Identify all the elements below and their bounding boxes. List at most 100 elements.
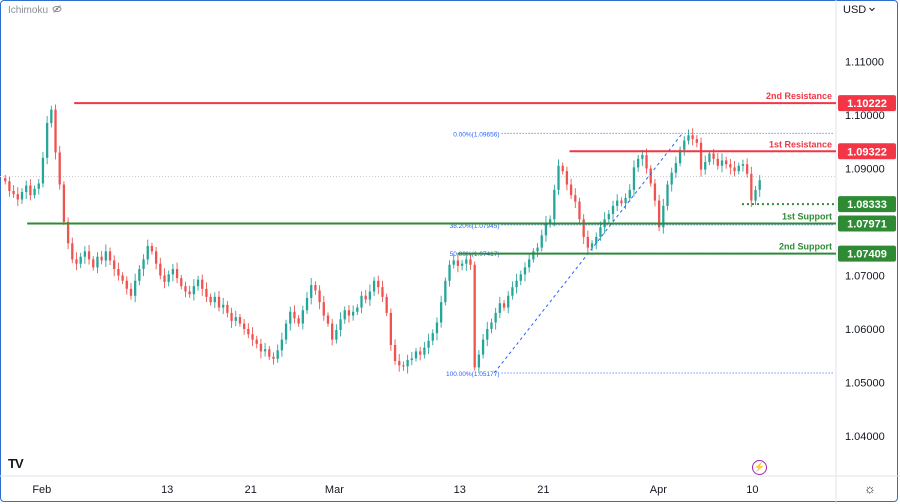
candle-body (444, 280, 447, 303)
candle-body (121, 275, 124, 281)
candle-body (402, 365, 405, 367)
candle-body (452, 260, 455, 265)
candle-body (41, 157, 45, 184)
x-tick-label: 13 (454, 484, 466, 496)
candle-body (16, 194, 19, 200)
candle-body (456, 260, 460, 266)
candle-body (737, 165, 740, 172)
candle-body (704, 162, 707, 170)
candle-body (66, 221, 70, 244)
price-badge-label: 1.09322 (847, 146, 887, 158)
currency-label: USD (843, 4, 867, 16)
candle-body (138, 269, 141, 281)
candle-body (427, 340, 430, 348)
candle-body (167, 274, 170, 282)
candle-body (515, 280, 518, 288)
candle-body (519, 274, 522, 281)
candle-body (465, 259, 468, 264)
y-tick-label: 1.04000 (845, 431, 885, 443)
candle-body (351, 311, 355, 316)
candle-body (683, 140, 686, 150)
candle-body (481, 339, 485, 355)
candle-body (113, 260, 116, 270)
candle-body (276, 350, 279, 359)
candle-body (439, 302, 443, 323)
candle-body (620, 200, 623, 204)
candle-body (389, 312, 393, 345)
candle-body (335, 329, 338, 340)
candle-body (159, 263, 162, 276)
lightning-icon[interactable]: ⚡ (752, 460, 767, 475)
candle-body (662, 205, 665, 228)
currency-selector[interactable]: USD (843, 4, 876, 16)
candle-body (301, 310, 304, 324)
candle-body (12, 190, 15, 195)
chevron-down-icon (868, 4, 876, 16)
candle-body (234, 317, 237, 321)
candle-body (536, 247, 539, 252)
candle-body (511, 287, 514, 296)
candle-body (360, 295, 363, 308)
eye-off-icon[interactable] (52, 4, 62, 17)
candle-body (678, 149, 682, 164)
candle-body (649, 168, 652, 184)
candle-body (754, 189, 757, 201)
candle-body (645, 155, 648, 169)
candle-body (725, 160, 728, 165)
candle-body (616, 200, 619, 206)
candle-body (637, 158, 640, 168)
candle-body (372, 280, 376, 292)
indicator-label: Ichimoku (8, 5, 49, 16)
fib-level-label: 100.00%(1.05177) (446, 371, 500, 378)
candle-body (184, 286, 187, 292)
candle-body (502, 303, 506, 308)
candle-body (528, 259, 531, 268)
candle-body (607, 213, 610, 220)
candle-body (242, 323, 246, 329)
candle-body (574, 195, 577, 202)
price-badge-label: 1.07409 (847, 249, 887, 261)
candle-body (305, 297, 309, 311)
candle-body (117, 269, 120, 276)
candle-body (284, 323, 288, 340)
candle-body (314, 285, 317, 291)
candle-body (251, 334, 254, 340)
candle-body (222, 304, 225, 308)
candle-body (71, 243, 74, 260)
candle-body (4, 178, 7, 182)
candle-body (578, 201, 581, 220)
candle-body (226, 304, 229, 313)
candle-body (209, 296, 212, 303)
candle-body (557, 165, 560, 190)
candle-body (125, 280, 128, 289)
candle-body (293, 311, 296, 319)
candle-body (473, 264, 476, 368)
candle-body (205, 288, 208, 297)
candle-body (142, 259, 145, 270)
gear-icon[interactable]: ☼ (864, 481, 876, 496)
candle-body (20, 192, 24, 200)
x-tick-label: 21 (537, 484, 549, 496)
fib-level-label: 50.00%(1.07417) (450, 251, 500, 258)
price-badge-label: 1.07971 (847, 219, 887, 231)
candle-body (745, 164, 749, 174)
candle-body (712, 153, 715, 159)
candle-body (29, 185, 32, 196)
indicator-legend[interactable]: Ichimoku (8, 4, 62, 17)
candle-body (507, 295, 510, 308)
candle-body (720, 160, 724, 166)
candle-body (641, 155, 644, 159)
candle-body (150, 246, 154, 252)
x-tick-label: Mar (325, 484, 344, 496)
candle-body (477, 354, 481, 368)
candle-body (343, 310, 346, 320)
candle-body (624, 197, 627, 204)
candle-body (385, 296, 388, 313)
x-tick-label: 21 (245, 484, 257, 496)
candle-body (268, 349, 271, 357)
fib-level-label: 38.20%(1.07945) (450, 223, 500, 230)
candle-body (431, 333, 434, 341)
candle-body (741, 164, 745, 166)
tradingview-logo[interactable]: TV (8, 456, 24, 471)
